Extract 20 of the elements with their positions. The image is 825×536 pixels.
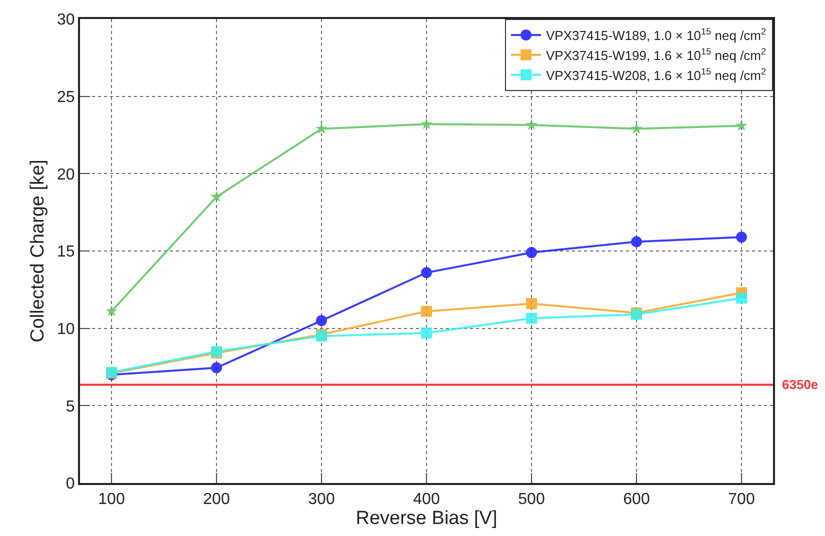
y-tick-label: 25 [57,88,75,106]
x-tick-label: 500 [518,491,545,508]
x-tick-label: 600 [623,491,650,508]
y-tick-label: 15 [57,244,75,261]
x-tick-label: 700 [728,491,755,508]
x-tick-label: 200 [203,491,230,508]
y-tick-label: 5 [66,398,75,416]
legend-label: VPX37415-W208, 1.6 × 10$^{15}$ neq /cm$^{2}$ [546,66,766,83]
y-axis-title: Collected Charge [ke] [27,160,48,342]
y-tick-label: 20 [57,166,75,184]
legend-label: VPX37415-W199, 1.6 × 10$^{15}$ neq /cm$^{2}$ [546,46,766,63]
x-tick-label: 400 [413,491,440,508]
legend-label: VPX37415-W189, 1.0 × 10$^{15}$ neq /cm$^{2}$ [546,26,766,44]
y-tick-label: 10 [57,320,75,338]
ref-line-label: 6350e [782,377,818,392]
x-tick-label: 100 [98,491,125,508]
x-tick-label: 300 [308,491,335,508]
x-axis-title: Reverse Bias [V] [356,508,498,530]
y-tick-label: 30 [57,12,75,29]
y-tick-label: 0 [66,476,75,493]
